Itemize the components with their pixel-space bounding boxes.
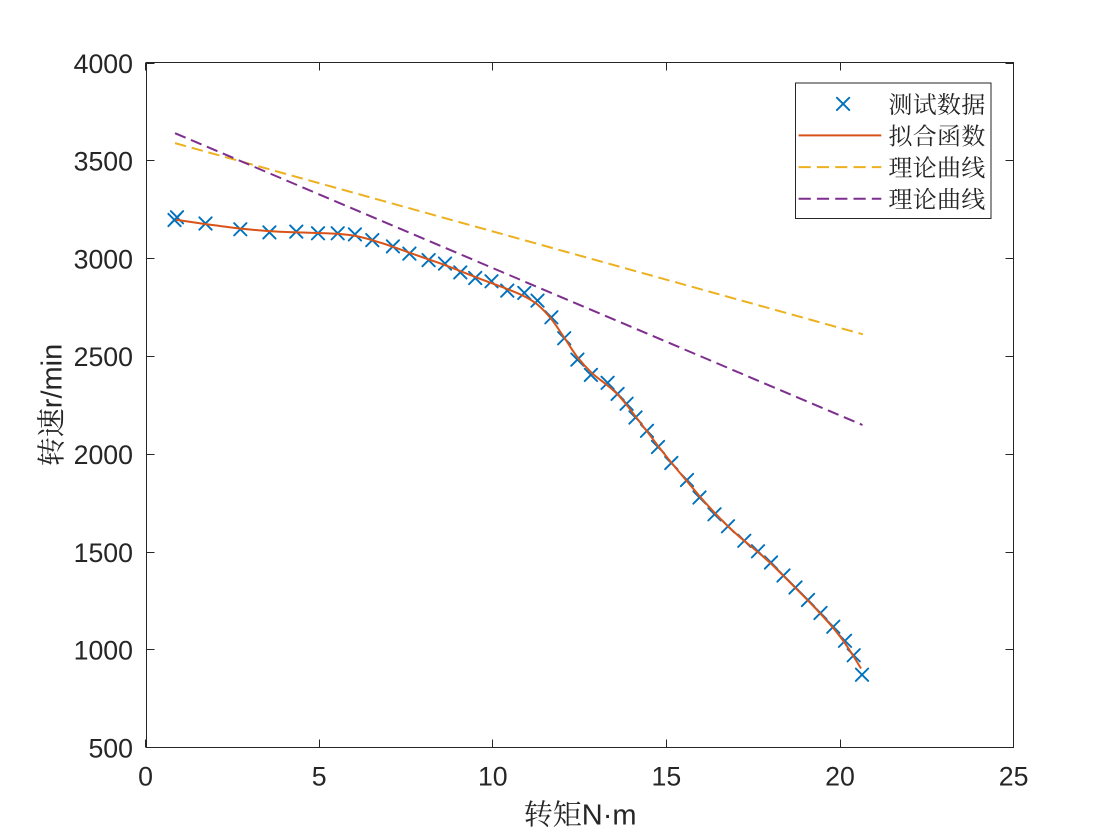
svg-text:4000: 4000 <box>74 49 133 79</box>
svg-text:1500: 1500 <box>74 538 133 568</box>
svg-text:r/min: r/min <box>37 344 69 408</box>
svg-text:2000: 2000 <box>74 440 133 470</box>
svg-text:10: 10 <box>478 762 508 792</box>
svg-text:25: 25 <box>999 762 1029 792</box>
svg-text:2500: 2500 <box>74 342 133 372</box>
svg-text:0: 0 <box>138 762 153 792</box>
svg-text:N·m: N·m <box>582 800 637 832</box>
svg-text:1000: 1000 <box>74 636 133 666</box>
svg-text:3000: 3000 <box>74 244 133 274</box>
svg-text:20: 20 <box>825 762 855 792</box>
svg-text:15: 15 <box>652 762 682 792</box>
svg-text:3500: 3500 <box>74 147 133 177</box>
svg-text:5: 5 <box>312 762 327 792</box>
svg-text:500: 500 <box>88 733 133 763</box>
